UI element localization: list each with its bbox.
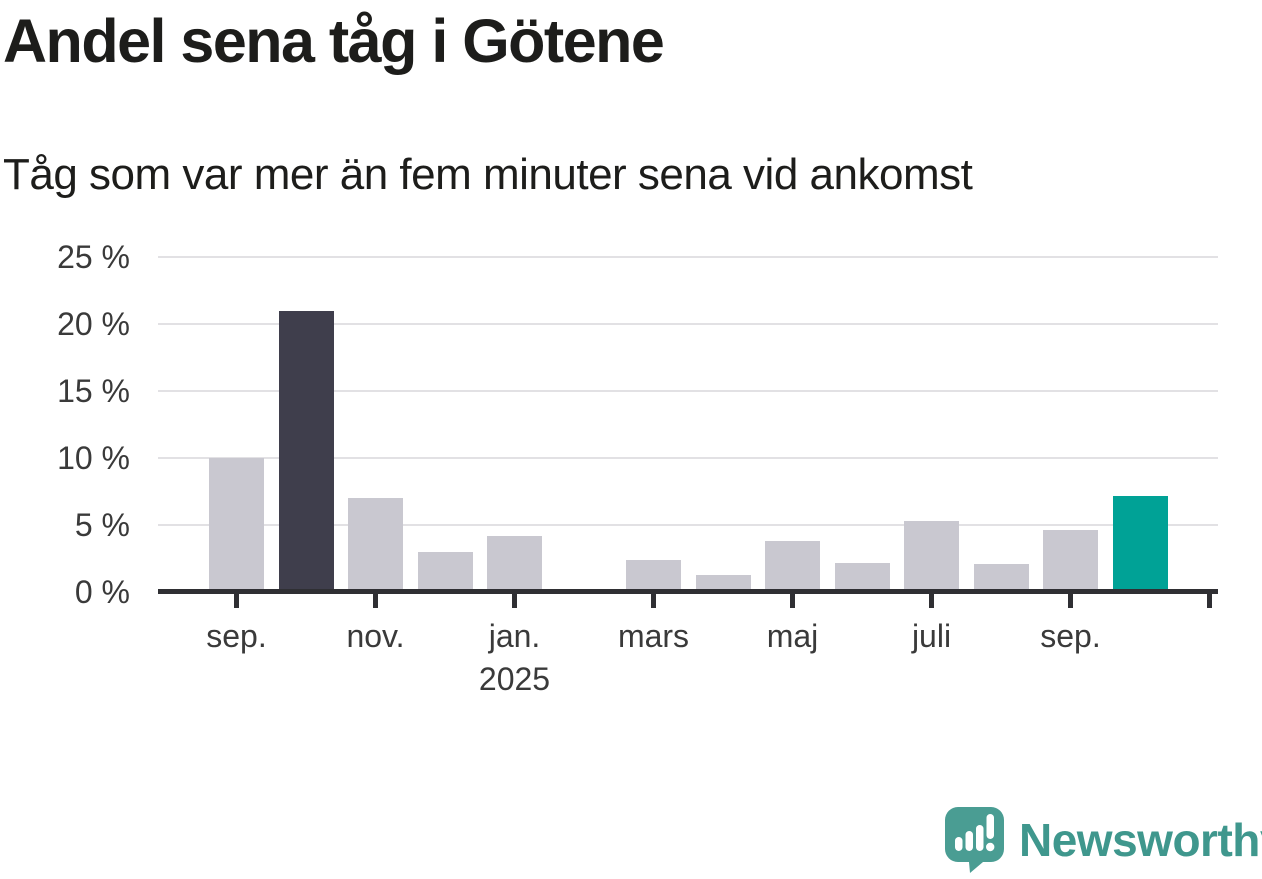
bar-jun-2025	[834, 562, 890, 592]
newsworthy-wordmark: Newsworthy	[1019, 814, 1262, 866]
bar-mars-2025	[626, 559, 681, 592]
bar-juli-2025	[904, 521, 959, 592]
x-axis-sublabel-2025: 2025	[478, 661, 551, 697]
x-axis-label-jan: jan.	[488, 618, 541, 654]
y-axis-label-20: 20 %	[57, 306, 130, 342]
bar-aug-2025	[973, 563, 1029, 592]
bar-apr-2025	[695, 574, 751, 592]
bar-sep-2025	[1043, 530, 1098, 592]
bar-maj-2025	[765, 541, 820, 592]
x-axis-tick-14	[1207, 589, 1212, 608]
gridline-15	[158, 390, 1218, 392]
y-axis-label-10: 10 %	[57, 440, 130, 476]
y-axis-label-0: 0 %	[74, 574, 130, 610]
chart-subtitle: Tåg som var mer än fem minuter sena vid …	[3, 150, 973, 199]
x-axis-label-mars: mars	[617, 618, 690, 654]
bar-okt-2025	[1112, 495, 1168, 592]
y-axis-label-25: 25 %	[57, 239, 130, 275]
bar-nov-2024	[348, 498, 403, 592]
x-axis-tick-0	[234, 589, 239, 608]
x-axis-tick-2	[373, 589, 378, 608]
bar-sep-2024	[209, 458, 264, 592]
x-axis-tick-8	[790, 589, 795, 608]
y-axis-label-5: 5 %	[74, 507, 130, 543]
x-axis-tick-6	[651, 589, 656, 608]
x-axis-tick-12	[1068, 589, 1073, 608]
bar-okt-2024	[278, 310, 334, 592]
x-axis-line	[158, 589, 1218, 594]
bar-dec-2024	[417, 551, 473, 592]
chart-title: Andel sena tåg i Götene	[3, 7, 665, 75]
x-axis-label-maj: maj	[766, 618, 819, 654]
x-axis-label-nov: nov.	[346, 618, 405, 654]
newsworthy-brand: Newsworthy	[944, 806, 1262, 874]
gridline-25	[158, 256, 1218, 258]
x-axis-tick-4	[512, 589, 517, 608]
gridline-20	[158, 323, 1218, 325]
gridline-10	[158, 457, 1218, 459]
gridline-5	[158, 524, 1218, 526]
x-axis-label-sep: sep.	[206, 618, 267, 654]
bar-jan-2025	[487, 535, 542, 592]
x-axis-label-sep: sep.	[1040, 618, 1101, 654]
y-axis-label-15: 15 %	[57, 373, 130, 409]
x-axis-label-juli: juli	[911, 618, 952, 654]
x-axis-tick-10	[929, 589, 934, 608]
newsworthy-logo-icon	[944, 806, 1006, 874]
